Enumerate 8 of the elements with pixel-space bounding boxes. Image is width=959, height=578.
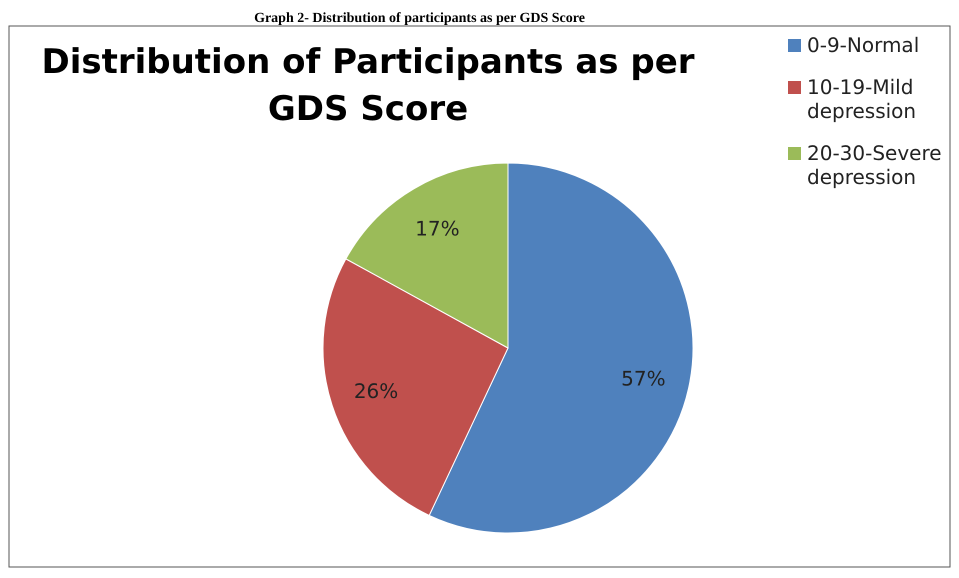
legend-label: 20-30-Severe depression — [807, 141, 942, 189]
text: Distribution of Participants as per GDS Score — [41, 42, 695, 129]
caption: Graph 2- Distribution of participants as per GDS Score — [254, 11, 585, 26]
legend-label: 10-19-Mild depression — [807, 75, 916, 123]
data-label: 17% — [415, 216, 460, 241]
data-label: 57% — [621, 366, 666, 390]
legend-label: 0-9-Normal — [807, 33, 920, 57]
data-label: 26% — [354, 378, 398, 403]
